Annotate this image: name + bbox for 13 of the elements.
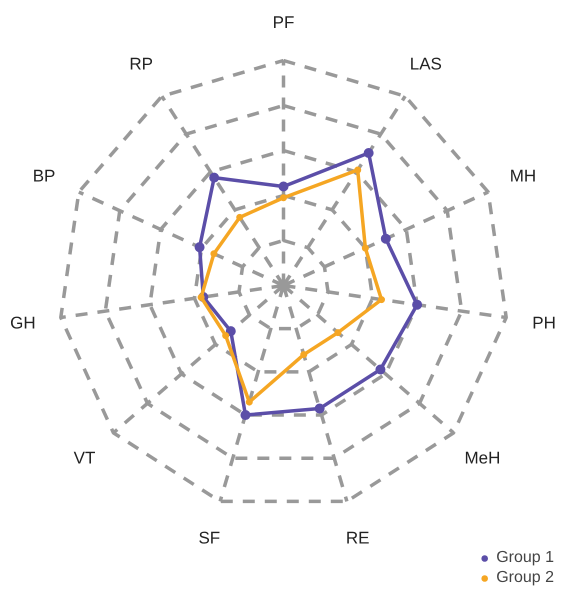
spoke-label: PF — [272, 12, 294, 32]
spoke-label: GH — [10, 313, 36, 332]
spoke-label: SF — [198, 528, 220, 548]
spoke-label: VT — [74, 448, 96, 468]
legend-label: Group 1 — [496, 549, 554, 567]
spoke-label: LAS — [410, 54, 442, 74]
spoke-label: BP — [32, 166, 56, 186]
spoke-label: RP — [129, 54, 153, 74]
legend-label: Group 2 — [496, 569, 554, 587]
spoke-label: PH — [532, 313, 556, 332]
spoke-label: MH — [510, 166, 536, 186]
spoke-label: MeH — [464, 448, 500, 468]
spoke-label: RE — [346, 528, 370, 548]
